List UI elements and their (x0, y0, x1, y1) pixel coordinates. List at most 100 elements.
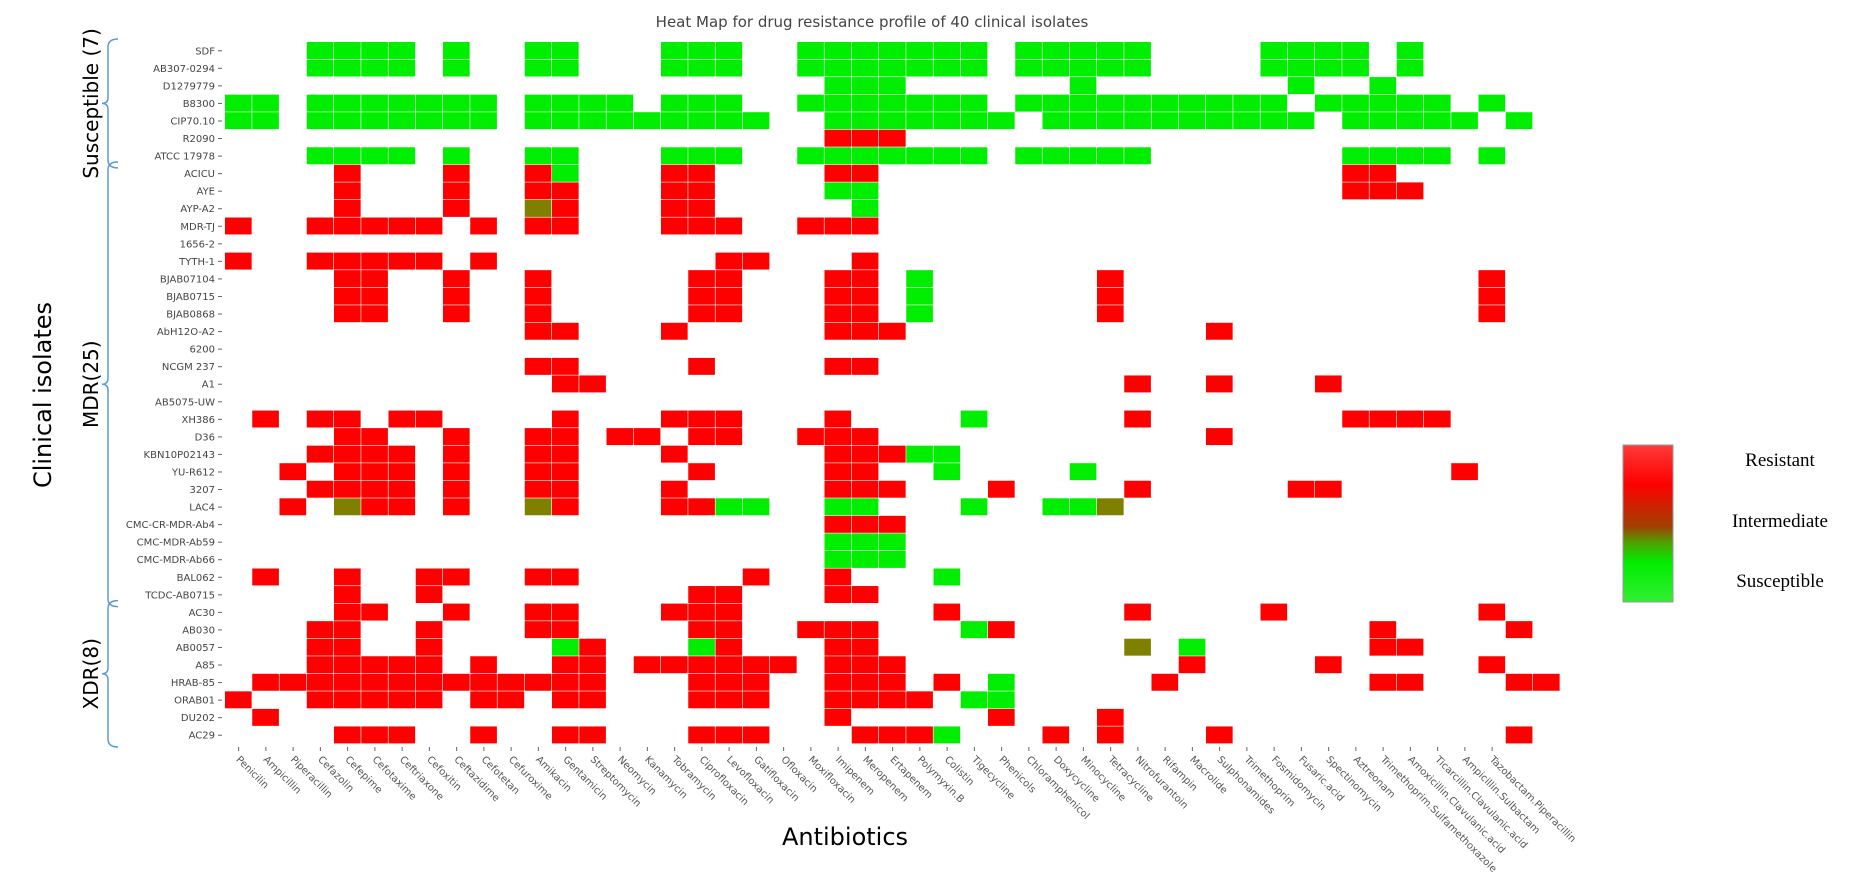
heatmap-cell (552, 638, 579, 656)
heatmap-cell (797, 42, 824, 59)
heatmap-cell (906, 42, 933, 59)
heatmap-cell (824, 498, 852, 516)
row-label: A85 (195, 661, 215, 672)
heatmap-cell (1069, 498, 1097, 516)
heatmap-cell (524, 621, 552, 639)
heatmap-cell (306, 445, 334, 463)
heatmap-cell (1396, 112, 1424, 130)
heatmap-cell (552, 59, 579, 77)
heatmap-cell (1206, 322, 1233, 340)
heatmap-cell (552, 322, 579, 340)
heatmap-cell (415, 638, 443, 656)
heatmap-cell (824, 112, 852, 130)
heatmap-cell (1178, 638, 1206, 656)
heatmap-cell (824, 586, 852, 603)
heatmap-cell (470, 726, 497, 744)
heatmap-cell (960, 42, 988, 59)
heatmap-cell (1396, 638, 1424, 656)
heatmap-cell (415, 410, 443, 428)
heatmap-cell (306, 480, 334, 498)
heatmap-cell (334, 270, 361, 288)
row-label: AC30 (189, 608, 215, 619)
heatmap-cell (606, 428, 634, 446)
heatmap-cell (688, 164, 715, 182)
heatmap-cell (334, 305, 361, 323)
heatmap-cell (715, 638, 743, 656)
heatmap-cell (552, 621, 579, 639)
heatmap-cell (1097, 287, 1124, 305)
heatmap-cell (879, 673, 906, 691)
row-label: AbH12O-A2 (157, 327, 215, 338)
heatmap-cell (1260, 42, 1288, 59)
heatmap-cell (552, 480, 579, 498)
row-label: NCGM 237 (162, 362, 215, 373)
heatmap-cell (1124, 147, 1151, 165)
heatmap-cell (824, 182, 852, 200)
heatmap-cell (824, 410, 852, 428)
row-label: AYP-A2 (180, 204, 215, 215)
heatmap-cell (688, 94, 715, 112)
heatmap-cell (1396, 147, 1424, 165)
heatmap-cell (661, 147, 688, 165)
row-labels: SDF AB307-0294 D1279779 B8300 CIP70.10 R2090 A… (126, 46, 222, 742)
heatmap-cell (524, 182, 552, 200)
heatmap-cell (688, 147, 715, 165)
heatmap-cell (1478, 147, 1506, 165)
row-label: D1279779 (163, 81, 215, 92)
heatmap-cell (1505, 673, 1533, 691)
heatmap-cell (443, 147, 470, 165)
legend-label: Susceptible (1736, 571, 1824, 592)
heatmap-cell (688, 691, 715, 709)
row-label: A1 (202, 380, 215, 391)
heatmap-cell (361, 305, 388, 323)
heatmap-cell (851, 42, 879, 59)
heatmap-cell (797, 94, 824, 112)
row-label: BJAB07104 (160, 274, 215, 285)
heatmap-cell (770, 656, 797, 674)
heatmap-cell (688, 603, 715, 621)
row-label: AC29 (189, 731, 215, 742)
heatmap-cell (443, 182, 470, 200)
heatmap-cell (361, 94, 388, 112)
heatmap-cell (851, 199, 879, 217)
heatmap-cell (579, 638, 606, 656)
heatmap-cell (1069, 42, 1097, 59)
heatmap-cell (524, 673, 552, 691)
heatmap-cell (715, 270, 743, 288)
heatmap-cell (879, 129, 906, 147)
heatmap-cell (879, 445, 906, 463)
heatmap-cell (524, 498, 552, 516)
heatmap-cell (334, 498, 361, 516)
heatmap-cell (524, 217, 552, 235)
heatmap-cell (797, 621, 824, 639)
heatmap-cell (906, 691, 933, 709)
heatmap-cell (388, 463, 416, 481)
heatmap-cell (1097, 59, 1124, 77)
heatmap-cell (715, 217, 743, 235)
heatmap-cell (1505, 726, 1533, 744)
heatmap-cell (334, 673, 361, 691)
heatmap-cell (306, 673, 334, 691)
heatmap-cell (552, 147, 579, 165)
heatmap-cell (388, 147, 416, 165)
heatmap-cell (715, 252, 743, 270)
heatmap-cell (334, 638, 361, 656)
row-label: ORAB01 (174, 696, 215, 707)
heatmap-cell (415, 568, 443, 586)
heatmap-cell (524, 164, 552, 182)
heatmap-cell (851, 77, 879, 95)
heatmap-cell (742, 673, 770, 691)
heatmap-cell (1478, 287, 1506, 305)
heatmap-cell (1097, 270, 1124, 288)
heatmap-cell (960, 94, 988, 112)
heatmap-cell (879, 480, 906, 498)
heatmap-cell (1315, 42, 1342, 59)
heatmap-cell (388, 445, 416, 463)
heatmap-cells (225, 42, 1560, 744)
heatmap-cell (225, 252, 252, 270)
heatmap-cell (688, 112, 715, 130)
heatmap-cell (279, 673, 307, 691)
heatmap-cell (988, 112, 1015, 130)
heatmap-cell (851, 533, 879, 551)
heatmap-cell (1097, 147, 1124, 165)
